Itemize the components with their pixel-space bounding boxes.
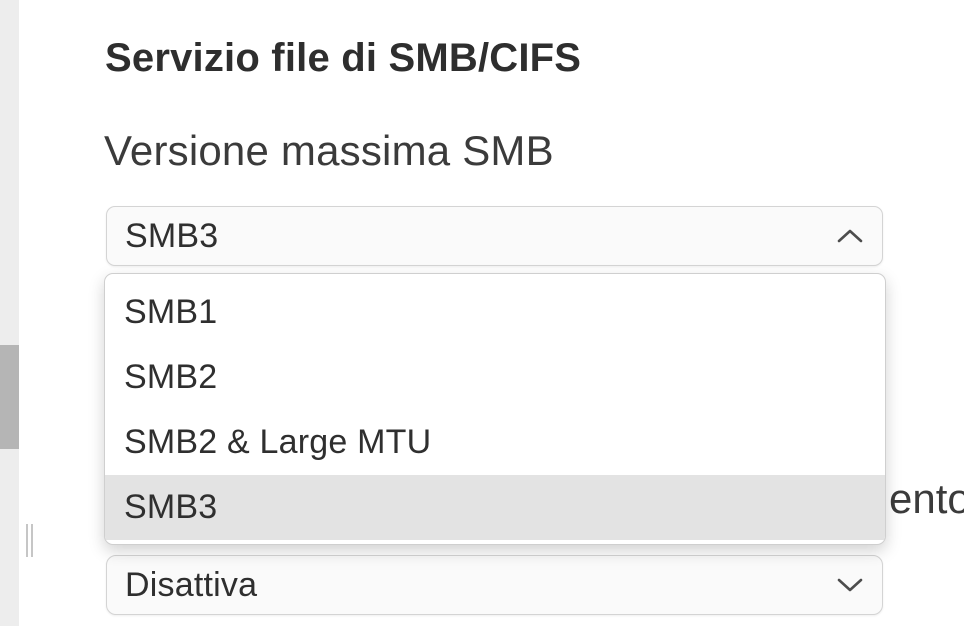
secondary-select-value: Disattiva [125,565,258,604]
smb-max-version-select-value: SMB3 [125,216,219,255]
smb-max-version-select[interactable]: SMB3 [106,206,883,266]
secondary-select[interactable]: Disattiva [106,555,883,615]
left-scrollbar-thumb[interactable] [0,345,19,449]
chevron-down-icon[interactable] [836,577,864,593]
drag-handle-bar [26,524,28,557]
chevron-up-icon[interactable] [836,228,864,244]
smb-version-dropdown-panel: SMB1 SMB2 SMB2 & Large MTU SMB3 [104,273,886,545]
option-smb2[interactable]: SMB2 [124,358,218,396]
option-smb1[interactable]: SMB1 [124,293,218,331]
option-smb3-selected[interactable]: SMB3 [105,475,885,540]
drag-handle-bar [31,524,33,557]
page-title: Servizio file di SMB/CIFS [105,36,582,80]
occluded-label-fragment: ento [889,475,964,522]
panel-drag-handle-icon[interactable] [26,524,34,557]
left-scrollbar-track[interactable] [0,0,19,626]
smb-max-version-label: Versione massima SMB [104,127,554,174]
option-smb2-large-mtu[interactable]: SMB2 & Large MTU [124,423,432,461]
